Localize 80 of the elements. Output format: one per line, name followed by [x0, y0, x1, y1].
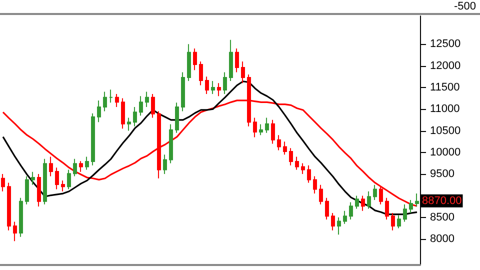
candlestick [307, 164, 311, 184]
line-series [2, 80, 418, 216]
y-tick-label: 11500 [430, 81, 460, 94]
candlestick [283, 141, 287, 156]
candlestick [85, 156, 89, 170]
candlestick [25, 176, 29, 205]
candlestick [199, 60, 203, 86]
candlestick [121, 98, 125, 130]
candlestick [133, 106, 137, 127]
candlestick [169, 124, 173, 164]
candlestick [253, 117, 257, 138]
candlestick [175, 102, 179, 134]
candlestick [37, 174, 41, 208]
candlestick [223, 72, 227, 94]
y-tick-label: 8500 [430, 211, 454, 224]
y-tick-label: 10500 [430, 124, 461, 137]
candlestick [157, 110, 161, 179]
candlestick [301, 162, 305, 175]
y-tick-label: 9500 [430, 168, 454, 180]
candlestick [343, 210, 347, 224]
candlestick [49, 156, 53, 177]
y-tick-label: 10000 [430, 146, 461, 158]
annotation: 8870.00 [422, 194, 462, 207]
text: -500 [454, 0, 476, 12]
candlestick [97, 100, 101, 123]
candlestick [43, 158, 47, 205]
candlestick [409, 200, 413, 214]
candlestick [19, 197, 23, 238]
candlestick [355, 195, 359, 210]
candlestick [289, 148, 293, 166]
candlestick [61, 180, 65, 192]
candlestick [181, 72, 185, 112]
candlestick [391, 212, 395, 231]
candlestick [67, 169, 71, 190]
candlestick [109, 89, 113, 104]
candlestick [229, 39, 233, 82]
candlestick [205, 76, 209, 94]
candlestick [211, 80, 215, 94]
candlestick [415, 193, 419, 208]
candlestick [73, 158, 77, 177]
candlestick [325, 197, 329, 220]
candlestick [349, 202, 353, 220]
candlestick [337, 216, 341, 236]
candlestick [319, 184, 323, 205]
candlestick [361, 195, 365, 212]
y-tick-label: 11000 [430, 103, 460, 116]
candlestick [295, 156, 299, 170]
candlestick [163, 154, 167, 175]
candlestick [331, 212, 335, 231]
candlestick [367, 190, 371, 210]
candlestick [241, 60, 245, 84]
candlestick [139, 96, 143, 116]
candlestick [1, 174, 5, 192]
candlestick [193, 48, 197, 71]
y-tick-label: 12500 [430, 38, 461, 50]
candlestick [313, 176, 317, 194]
candlestick [403, 204, 407, 222]
candlestick [271, 119, 275, 144]
y-tick-label: 8000 [430, 233, 454, 246]
candlestick [79, 160, 83, 172]
candlestick [103, 91, 107, 112]
candlestick [145, 91, 149, 108]
candlestick [151, 93, 155, 118]
candlestick [277, 134, 281, 151]
candlestick [31, 171, 35, 186]
candlestick [91, 112, 95, 166]
candlestick [13, 221, 17, 242]
candlestick [115, 93, 119, 108]
candlestick [7, 182, 11, 231]
candlestick [217, 82, 221, 97]
candlestick [187, 44, 191, 82]
candlestick [55, 167, 59, 190]
candlestick [373, 184, 377, 201]
y-tick-label: 12000 [430, 60, 461, 72]
candlestick [127, 117, 131, 132]
candlestick [235, 48, 239, 73]
candlestick [385, 197, 389, 220]
candlestick [265, 117, 269, 134]
candlestick [397, 214, 401, 229]
candlestick [259, 124, 263, 136]
